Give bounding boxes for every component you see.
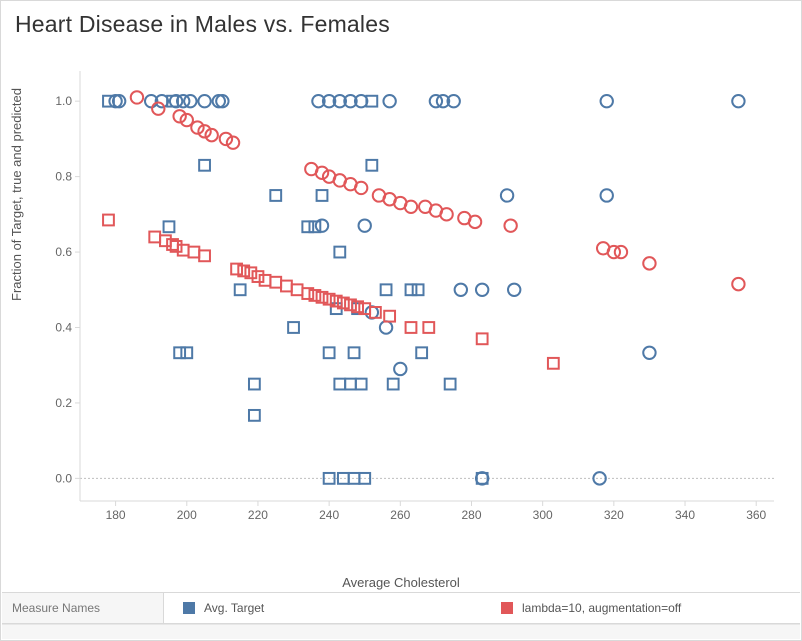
- data-point: [383, 95, 395, 107]
- svg-text:180: 180: [106, 508, 126, 522]
- data-point: [455, 284, 467, 296]
- data-point: [198, 95, 210, 107]
- svg-text:0.8: 0.8: [55, 170, 72, 184]
- data-point: [356, 379, 367, 390]
- data-point: [260, 275, 271, 286]
- legend-items: Avg. Target lambda=10, augmentation=off: [164, 593, 800, 623]
- data-point: [355, 182, 367, 194]
- data-point: [359, 219, 371, 231]
- data-point: [643, 347, 655, 359]
- bottom-strip: [2, 624, 800, 639]
- data-point: [440, 208, 452, 220]
- x-axis-label: Average Cholesterol: [1, 575, 801, 590]
- legend-item[interactable]: lambda=10, augmentation=off: [482, 601, 800, 615]
- legend-header: Measure Names: [2, 593, 164, 623]
- data-point: [380, 321, 392, 333]
- svg-text:360: 360: [746, 508, 766, 522]
- data-point: [164, 221, 175, 232]
- data-point: [732, 95, 744, 107]
- data-point: [508, 284, 520, 296]
- data-point: [423, 322, 434, 333]
- legend-item[interactable]: Avg. Target: [164, 601, 482, 615]
- legend-bar: Measure Names Avg. Target lambda=10, augm…: [2, 592, 800, 624]
- svg-text:340: 340: [675, 508, 695, 522]
- data-point: [345, 379, 356, 390]
- data-point: [249, 410, 260, 421]
- legend-label: Avg. Target: [204, 601, 264, 615]
- data-point: [643, 257, 655, 269]
- data-point: [413, 284, 424, 295]
- data-point: [199, 160, 210, 171]
- data-point: [288, 322, 299, 333]
- svg-text:1.0: 1.0: [55, 94, 72, 108]
- svg-text:240: 240: [319, 508, 339, 522]
- data-point: [131, 91, 143, 103]
- data-point: [302, 221, 313, 232]
- data-point: [270, 190, 281, 201]
- data-point: [601, 95, 613, 107]
- svg-text:0.0: 0.0: [55, 471, 72, 485]
- chart-title: Heart Disease in Males vs. Females: [15, 11, 390, 38]
- data-point: [281, 281, 292, 292]
- svg-text:0.4: 0.4: [55, 320, 72, 334]
- data-point: [160, 235, 171, 246]
- data-point: [732, 278, 744, 290]
- y-axis-label: Fraction of Target, true and predicted: [9, 88, 24, 301]
- data-point: [406, 284, 417, 295]
- data-point: [249, 379, 260, 390]
- svg-text:260: 260: [390, 508, 410, 522]
- data-point: [593, 472, 605, 484]
- data-point: [181, 347, 192, 358]
- data-point: [334, 379, 345, 390]
- data-point: [366, 306, 378, 318]
- data-point: [370, 307, 381, 318]
- svg-text:220: 220: [248, 508, 268, 522]
- data-point: [405, 201, 417, 213]
- svg-text:200: 200: [177, 508, 197, 522]
- data-point: [292, 284, 303, 295]
- data-point: [366, 160, 377, 171]
- data-point: [504, 219, 516, 231]
- data-point: [270, 277, 281, 288]
- data-point: [103, 215, 114, 226]
- legend-label: lambda=10, augmentation=off: [522, 601, 681, 615]
- data-point: [324, 347, 335, 358]
- data-point: [317, 190, 328, 201]
- data-point: [416, 347, 427, 358]
- data-point: [601, 189, 613, 201]
- data-point: [253, 271, 264, 282]
- data-point: [188, 247, 199, 258]
- svg-text:0.2: 0.2: [55, 396, 72, 410]
- data-point: [235, 284, 246, 295]
- data-point: [394, 363, 406, 375]
- data-point: [334, 247, 345, 258]
- data-point: [152, 103, 164, 115]
- data-point: [476, 284, 488, 296]
- svg-text:0.6: 0.6: [55, 245, 72, 259]
- svg-text:280: 280: [461, 508, 481, 522]
- data-point: [469, 216, 481, 228]
- plot-svg: 0.0 0.2 0.4 0.6 0.8 1.0 180 200 220 240 260 280 300 3…: [54, 63, 784, 535]
- plot-area: 0.0 0.2 0.4 0.6 0.8 1.0 180 200 220 240 260 280 300 3…: [54, 63, 784, 535]
- svg-text:300: 300: [533, 508, 553, 522]
- data-point: [338, 473, 349, 484]
- data-point: [445, 379, 456, 390]
- data-point: [174, 347, 185, 358]
- data-point: [381, 284, 392, 295]
- data-point: [501, 189, 513, 201]
- data-point: [349, 347, 360, 358]
- legend-swatch: [182, 601, 196, 615]
- data-point: [149, 232, 160, 243]
- svg-text:320: 320: [604, 508, 624, 522]
- data-point: [406, 322, 417, 333]
- data-point: [178, 245, 189, 256]
- data-point: [199, 250, 210, 261]
- legend-swatch: [500, 601, 514, 615]
- data-point: [384, 311, 395, 322]
- chart-frame: Heart Disease in Males vs. Females Fract…: [0, 0, 802, 641]
- data-point: [477, 333, 488, 344]
- data-point: [548, 358, 559, 369]
- data-point: [388, 379, 399, 390]
